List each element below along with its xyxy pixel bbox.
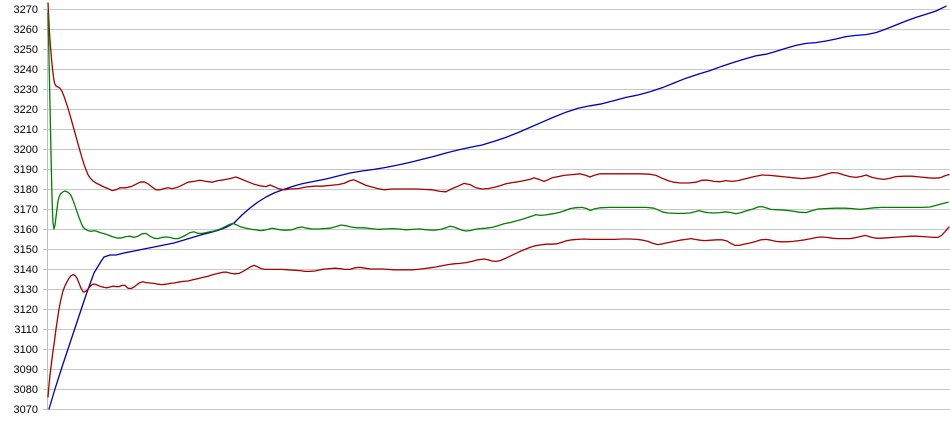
y-axis-tick-label: 3240 bbox=[14, 64, 38, 76]
y-axis-tick-label: 3250 bbox=[14, 44, 38, 56]
y-axis-tick-label: 3160 bbox=[14, 224, 38, 236]
y-axis-tick-label: 3130 bbox=[14, 284, 38, 296]
y-axis-tick-label: 3180 bbox=[14, 184, 38, 196]
y-axis-tick-label: 3150 bbox=[14, 244, 38, 256]
series-red-lower-line bbox=[47, 226, 950, 398]
y-axis-tick-label: 3210 bbox=[14, 124, 38, 136]
y-axis-tick-label: 3220 bbox=[14, 104, 38, 116]
y-axis-tick-label: 3190 bbox=[14, 164, 38, 176]
y-axis-tick-label: 3070 bbox=[14, 404, 38, 416]
y-axis-tick-label: 3090 bbox=[14, 364, 38, 376]
y-axis-tick-label: 3230 bbox=[14, 84, 38, 96]
y-axis-tick-label: 3120 bbox=[14, 304, 38, 316]
y-axis-tick-label: 3170 bbox=[14, 204, 38, 216]
series-blue-rising-line bbox=[48, 5, 947, 410]
series-green-middle-line bbox=[47, 12, 949, 240]
y-axis-tick-label: 3140 bbox=[14, 264, 38, 276]
y-axis-tick-label: 3100 bbox=[14, 344, 38, 356]
y-axis-tick-label: 3270 bbox=[14, 4, 38, 16]
y-axis-tick-label: 3110 bbox=[14, 324, 38, 336]
series-red-upper-line bbox=[47, 2, 950, 193]
y-axis-tick-label: 3080 bbox=[14, 384, 38, 396]
y-axis-tick-label: 3260 bbox=[14, 24, 38, 36]
y-axis-tick-label: 3200 bbox=[14, 144, 38, 156]
